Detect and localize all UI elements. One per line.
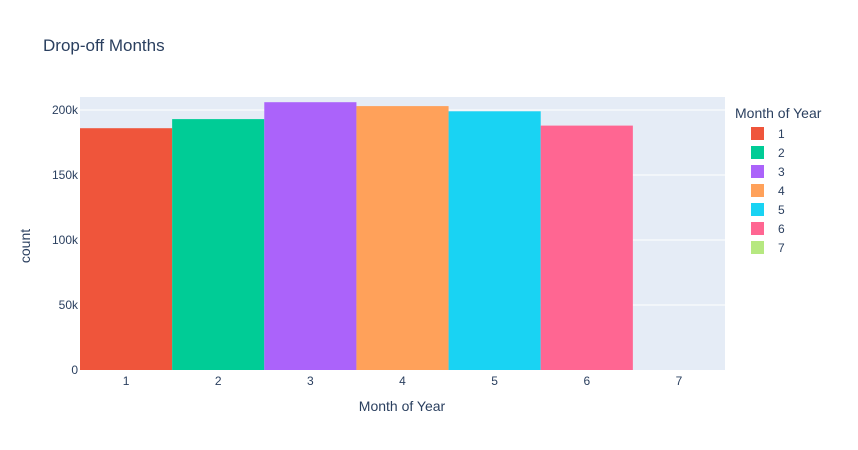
x-tick-label: 1 bbox=[123, 374, 130, 388]
bar-month-5[interactable] bbox=[448, 111, 541, 371]
legend-title: Month of Year bbox=[735, 105, 822, 121]
x-tick-label: 5 bbox=[491, 374, 498, 388]
legend-label: 2 bbox=[778, 146, 785, 160]
legend-item-6[interactable]: 6 bbox=[751, 222, 785, 236]
y-tick-label: 100k bbox=[52, 233, 79, 247]
bar-month-2[interactable] bbox=[172, 119, 265, 370]
legend-swatch bbox=[751, 165, 764, 178]
legend-swatch bbox=[751, 222, 764, 235]
x-tick-label: 7 bbox=[676, 374, 683, 388]
legend-item-4[interactable]: 4 bbox=[751, 184, 785, 198]
legend-label: 7 bbox=[778, 241, 785, 255]
x-tick-label: 2 bbox=[215, 374, 222, 388]
x-axis-title: Month of Year bbox=[359, 398, 446, 414]
legend-label: 1 bbox=[778, 127, 785, 141]
legend-swatch bbox=[751, 184, 764, 197]
y-tick-label: 150k bbox=[52, 168, 79, 182]
legend-item-5[interactable]: 5 bbox=[751, 203, 785, 217]
legend-items[interactable]: 1 2 3 4 5 6 7 bbox=[751, 127, 785, 255]
y-tick-label: 50k bbox=[59, 298, 79, 312]
bar-month-6[interactable] bbox=[540, 125, 633, 370]
legend-swatch bbox=[751, 127, 764, 140]
legend-item-3[interactable]: 3 bbox=[751, 165, 785, 179]
legend-swatch bbox=[751, 203, 764, 216]
x-axis-ticks: 1 2 3 4 5 6 7 bbox=[123, 374, 683, 388]
y-tick-label: 0 bbox=[71, 363, 78, 377]
y-axis-ticks: 0 50k 100k 150k 200k bbox=[52, 103, 79, 377]
chart-title: Drop-off Months bbox=[43, 36, 165, 55]
legend-item-7[interactable]: 7 bbox=[751, 241, 785, 255]
bars bbox=[80, 102, 633, 371]
legend-label: 4 bbox=[778, 184, 785, 198]
legend-swatch bbox=[751, 241, 764, 254]
x-tick-label: 3 bbox=[307, 374, 314, 388]
legend-swatch bbox=[751, 146, 764, 159]
bar-month-3[interactable] bbox=[264, 102, 357, 370]
x-tick-label: 4 bbox=[399, 374, 406, 388]
legend-item-1[interactable]: 1 bbox=[751, 127, 785, 141]
bar-month-4[interactable] bbox=[356, 106, 449, 370]
y-tick-label: 200k bbox=[52, 103, 79, 117]
legend[interactable]: Month of Year 1 2 3 4 5 6 7 bbox=[735, 105, 822, 255]
y-axis-title: count bbox=[17, 229, 33, 263]
legend-label: 5 bbox=[778, 203, 785, 217]
legend-item-2[interactable]: 2 bbox=[751, 146, 785, 160]
legend-label: 3 bbox=[778, 165, 785, 179]
legend-label: 6 bbox=[778, 222, 785, 236]
x-tick-label: 6 bbox=[583, 374, 590, 388]
bar-month-1[interactable] bbox=[80, 128, 173, 370]
